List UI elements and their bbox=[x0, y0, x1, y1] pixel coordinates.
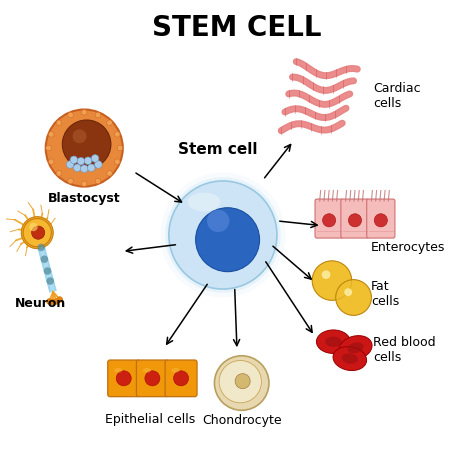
Circle shape bbox=[56, 296, 63, 303]
Circle shape bbox=[73, 164, 81, 172]
Text: Cardiac
cells: Cardiac cells bbox=[374, 82, 421, 110]
Circle shape bbox=[160, 172, 285, 298]
Circle shape bbox=[82, 110, 87, 115]
Circle shape bbox=[82, 181, 87, 187]
Circle shape bbox=[46, 110, 123, 187]
Circle shape bbox=[169, 181, 277, 289]
Circle shape bbox=[214, 356, 269, 410]
Circle shape bbox=[336, 280, 372, 315]
Circle shape bbox=[66, 161, 74, 168]
Circle shape bbox=[21, 217, 53, 249]
Circle shape bbox=[114, 132, 120, 137]
Ellipse shape bbox=[347, 342, 364, 353]
Circle shape bbox=[56, 171, 62, 176]
Circle shape bbox=[219, 360, 262, 403]
Circle shape bbox=[116, 371, 131, 386]
Circle shape bbox=[46, 298, 53, 305]
Circle shape bbox=[165, 177, 281, 293]
Circle shape bbox=[95, 161, 102, 168]
Circle shape bbox=[348, 214, 362, 227]
Circle shape bbox=[235, 374, 250, 389]
Text: Epithelial cells: Epithelial cells bbox=[105, 413, 195, 426]
Circle shape bbox=[29, 223, 38, 231]
FancyBboxPatch shape bbox=[341, 199, 369, 238]
Circle shape bbox=[37, 243, 45, 251]
Ellipse shape bbox=[172, 368, 180, 373]
Text: Red blood
cells: Red blood cells bbox=[374, 336, 436, 364]
Text: Blastocyst: Blastocyst bbox=[48, 192, 120, 205]
Ellipse shape bbox=[325, 337, 342, 347]
Text: Fat
cells: Fat cells bbox=[371, 280, 399, 308]
Circle shape bbox=[117, 145, 123, 151]
Text: Enterocytes: Enterocytes bbox=[371, 241, 446, 254]
Circle shape bbox=[32, 226, 45, 239]
Circle shape bbox=[173, 371, 189, 386]
Ellipse shape bbox=[339, 336, 372, 360]
Circle shape bbox=[95, 178, 101, 184]
Circle shape bbox=[107, 120, 112, 125]
Text: STEM CELL: STEM CELL bbox=[152, 14, 322, 42]
Circle shape bbox=[107, 171, 112, 176]
Circle shape bbox=[312, 261, 352, 300]
Circle shape bbox=[322, 214, 336, 227]
Circle shape bbox=[53, 298, 60, 305]
Circle shape bbox=[70, 156, 78, 164]
Ellipse shape bbox=[342, 353, 358, 364]
Ellipse shape bbox=[333, 347, 366, 370]
Circle shape bbox=[84, 157, 92, 164]
Circle shape bbox=[46, 277, 54, 285]
Circle shape bbox=[344, 288, 352, 296]
Circle shape bbox=[81, 165, 88, 172]
Circle shape bbox=[77, 157, 85, 165]
Circle shape bbox=[44, 267, 51, 275]
Circle shape bbox=[207, 210, 229, 232]
Circle shape bbox=[46, 145, 51, 151]
Circle shape bbox=[88, 164, 95, 172]
Ellipse shape bbox=[317, 330, 350, 353]
Circle shape bbox=[68, 112, 73, 118]
Ellipse shape bbox=[143, 368, 151, 373]
FancyBboxPatch shape bbox=[315, 199, 343, 238]
Circle shape bbox=[73, 129, 86, 143]
FancyBboxPatch shape bbox=[165, 360, 197, 397]
Circle shape bbox=[145, 371, 160, 386]
Circle shape bbox=[41, 256, 48, 263]
Circle shape bbox=[48, 132, 54, 137]
Circle shape bbox=[68, 178, 73, 184]
Ellipse shape bbox=[114, 368, 122, 373]
Ellipse shape bbox=[188, 193, 220, 212]
Text: Chondrocyte: Chondrocyte bbox=[202, 414, 282, 427]
Circle shape bbox=[56, 120, 62, 125]
Circle shape bbox=[48, 159, 54, 164]
Text: Stem cell: Stem cell bbox=[178, 141, 258, 157]
Circle shape bbox=[114, 159, 120, 164]
FancyBboxPatch shape bbox=[137, 360, 168, 397]
Circle shape bbox=[196, 208, 260, 272]
Circle shape bbox=[322, 270, 330, 279]
FancyBboxPatch shape bbox=[108, 360, 140, 397]
Circle shape bbox=[95, 112, 101, 118]
Circle shape bbox=[62, 120, 111, 169]
Circle shape bbox=[50, 299, 56, 306]
Circle shape bbox=[23, 219, 51, 247]
Text: Neuron: Neuron bbox=[15, 297, 66, 310]
FancyBboxPatch shape bbox=[367, 199, 395, 238]
Circle shape bbox=[374, 214, 387, 227]
Circle shape bbox=[91, 155, 99, 162]
